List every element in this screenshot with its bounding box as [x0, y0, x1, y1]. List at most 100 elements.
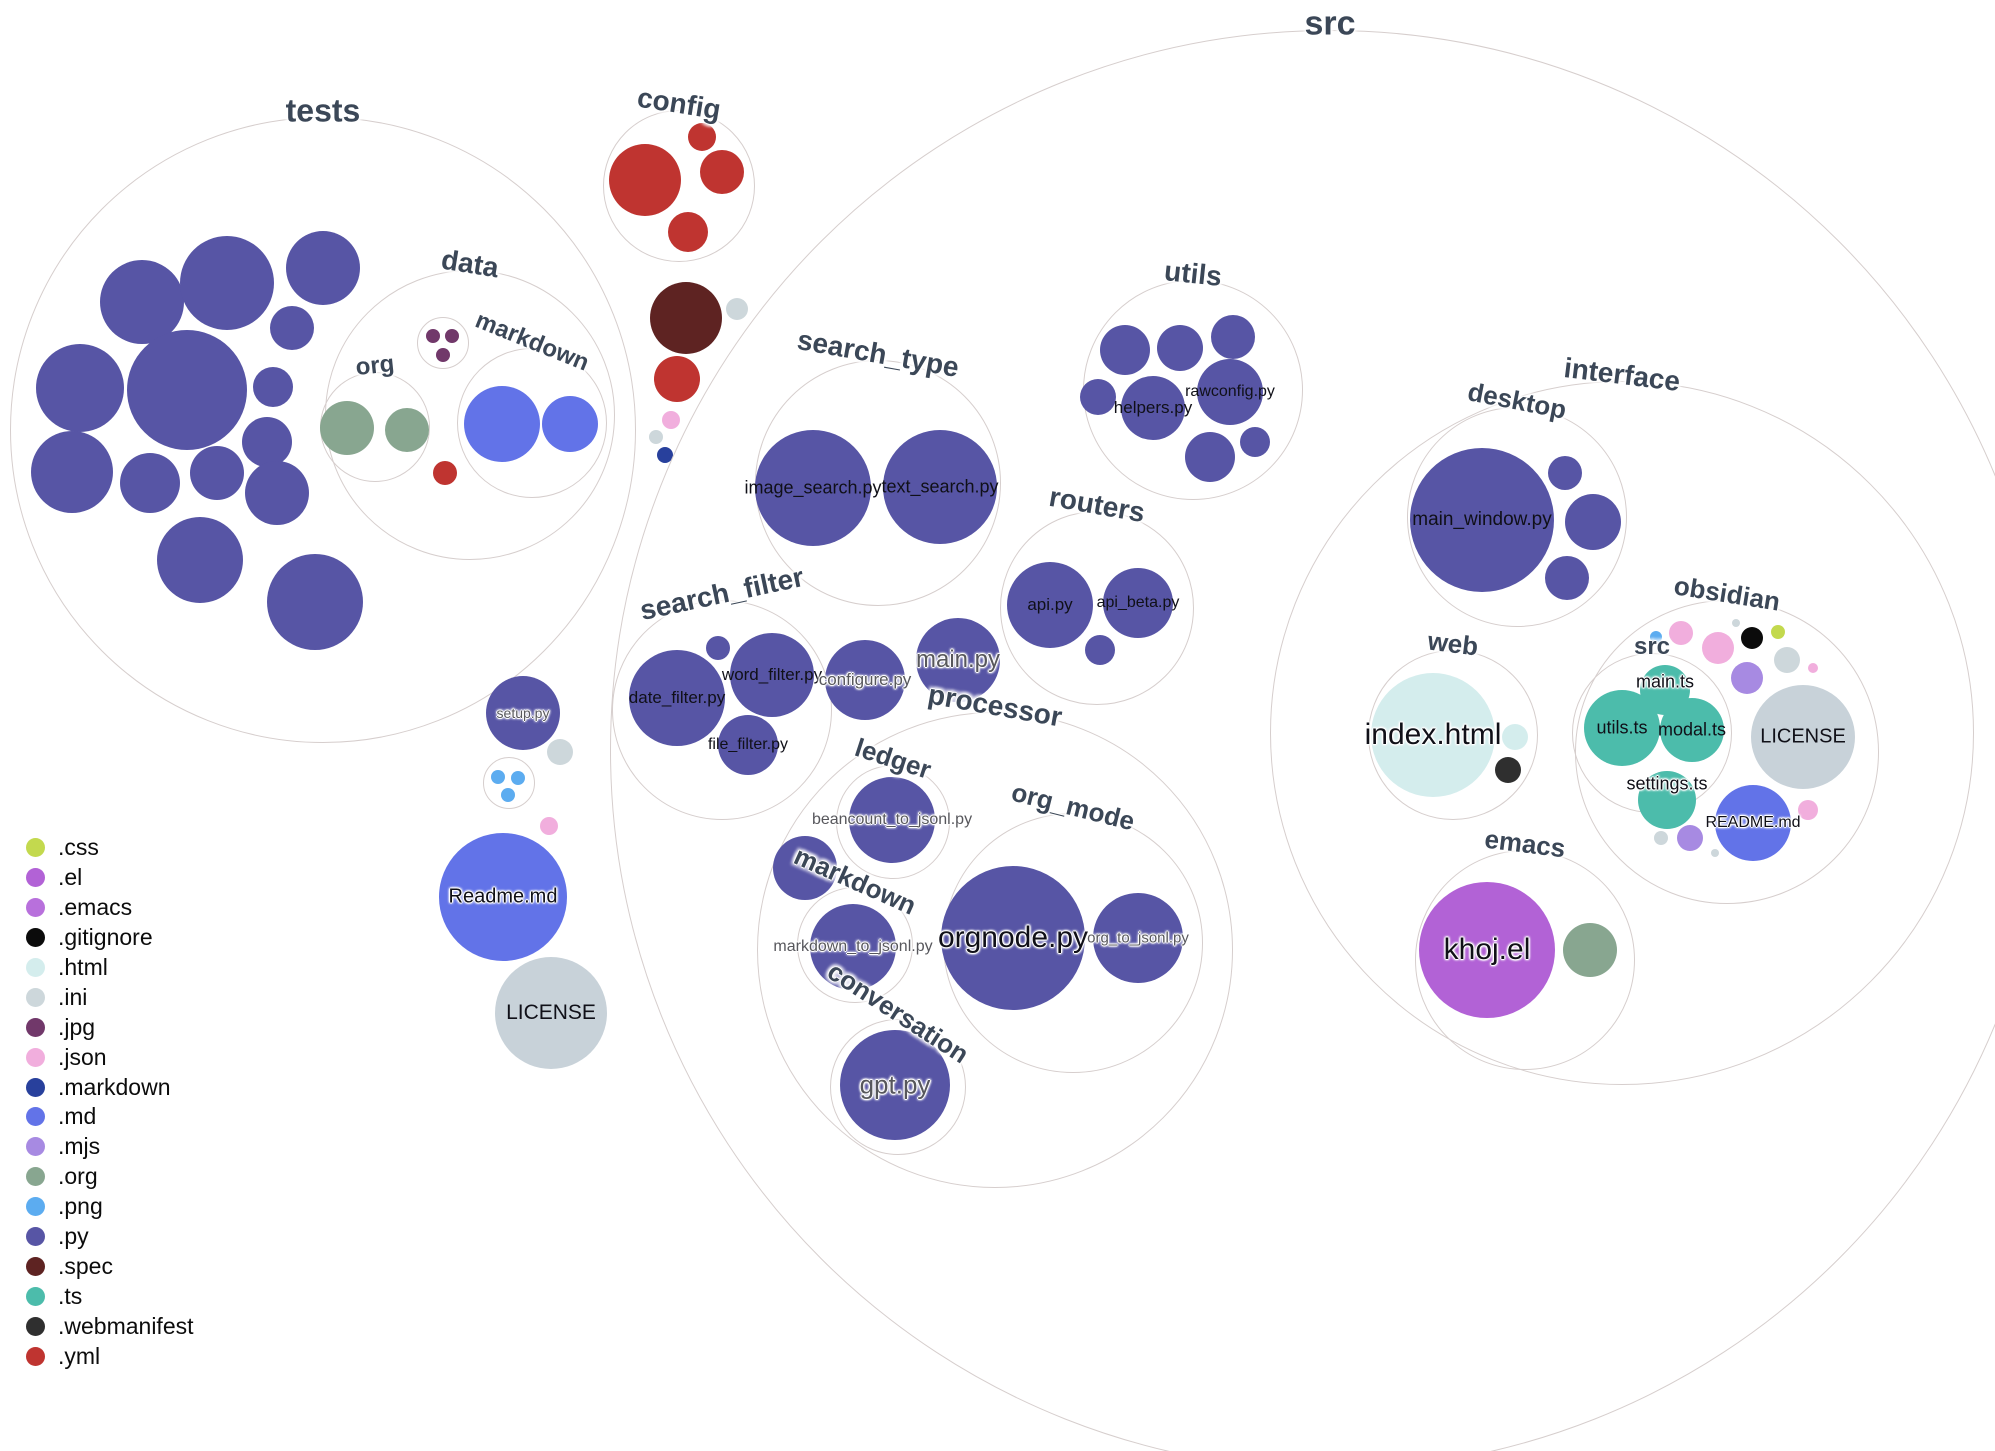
file-circle-root-ini-3[interactable] — [547, 739, 573, 765]
file-circle-data-md-1[interactable] — [464, 386, 540, 462]
file-circle-obsidian-css[interactable] — [1771, 625, 1785, 639]
file-circle-tests-py-3[interactable] — [286, 231, 360, 305]
file-circle-root-spec[interactable] — [650, 282, 722, 354]
file-circle-root-json-2[interactable] — [540, 817, 558, 835]
file-circle-desktop-py-3[interactable] — [1545, 556, 1589, 600]
file-circle-data-jpg-1[interactable] — [426, 329, 440, 343]
file-circle-settings.ts[interactable] — [1638, 771, 1696, 829]
dir-circle-tests[interactable] — [10, 117, 636, 743]
file-circle-obsidian-json-4[interactable] — [1798, 800, 1818, 820]
file-circle-obsidian-png-1[interactable] — [1650, 631, 1662, 643]
file-circle-obsidian-ini-4[interactable] — [1711, 849, 1719, 857]
file-circle-data-org-2[interactable] — [385, 408, 429, 452]
dir-circle-conversation[interactable] — [830, 1019, 966, 1155]
file-circle-obsidian-ini-1[interactable] — [1732, 619, 1740, 627]
file-circle-root-png-1[interactable] — [491, 770, 505, 784]
file-circle-tests-py-6[interactable] — [270, 306, 314, 350]
file-circle-tests-py-12[interactable] — [245, 461, 309, 525]
file-circle-utils-py-2[interactable] — [1157, 325, 1203, 371]
file-circle-api.py[interactable] — [1007, 562, 1093, 648]
file-circle-desktop-py-2[interactable] — [1565, 494, 1621, 550]
file-circle-api_beta.py[interactable] — [1103, 568, 1173, 638]
file-circle-rawconfig.py[interactable] — [1197, 359, 1263, 425]
file-circle-root-png-3[interactable] — [501, 788, 515, 802]
dir-circle-data-jpg-folder[interactable] — [417, 317, 469, 369]
dir-circle-processor-markdown[interactable] — [797, 887, 913, 1003]
dir-circle-config[interactable] — [603, 110, 755, 262]
file-circle-data-md-2[interactable] — [542, 396, 598, 452]
file-circle-utils-py-6[interactable] — [1240, 427, 1270, 457]
file-circle-modal.ts[interactable] — [1660, 698, 1724, 762]
file-circle-configure.py[interactable] — [825, 640, 905, 720]
dir-circle-emacs[interactable] — [1415, 850, 1635, 1070]
file-circle-org_to_jsonl.py[interactable] — [1093, 893, 1183, 983]
dir-circle-interface[interactable] — [1270, 381, 1974, 1085]
file-circle-root-markdown[interactable] — [657, 447, 673, 463]
file-circle-main_window.py[interactable] — [1410, 448, 1554, 592]
file-circle-processor-py-1[interactable] — [773, 836, 837, 900]
file-circle-obsidian-ini-3[interactable] — [1654, 831, 1668, 845]
file-circle-tests-py-11[interactable] — [190, 446, 244, 500]
file-circle-config-yml-2[interactable] — [688, 123, 716, 151]
dir-circle-data-markdown[interactable] — [457, 348, 607, 498]
dir-circle-search_filter[interactable] — [612, 600, 832, 820]
file-circle-web-html-1[interactable] — [1502, 724, 1528, 750]
file-circle-utils-py-5[interactable] — [1185, 432, 1235, 482]
file-circle-obsidian-mjs-2[interactable] — [1677, 825, 1703, 851]
file-circle-obsidian-gitignore[interactable] — [1741, 627, 1763, 649]
file-circle-root-png-2[interactable] — [511, 771, 525, 785]
file-circle-utils-py-3[interactable] — [1211, 315, 1255, 359]
file-circle-tests-py-14[interactable] — [267, 554, 363, 650]
file-circle-tests-py-2[interactable] — [180, 236, 274, 330]
file-circle-README.md-obsidian[interactable] — [1715, 785, 1791, 861]
file-circle-tests-py-7[interactable] — [253, 367, 293, 407]
file-circle-config-yml-3[interactable] — [700, 150, 744, 194]
file-circle-LICENSE-obsidian[interactable] — [1751, 685, 1855, 789]
file-circle-utils-py-1[interactable] — [1100, 325, 1150, 375]
file-circle-obsidian-mjs-1[interactable] — [1731, 662, 1763, 694]
file-circle-obsidian-json-1[interactable] — [1669, 621, 1693, 645]
file-circle-LICENSE-root[interactable] — [495, 957, 607, 1069]
dir-circle-src[interactable] — [610, 30, 1995, 1451]
file-circle-root-json-1[interactable] — [662, 411, 680, 429]
file-circle-gpt.py[interactable] — [840, 1030, 950, 1140]
file-circle-obsidian-json-3[interactable] — [1808, 663, 1818, 673]
file-circle-root-ini-1[interactable] — [726, 298, 748, 320]
file-circle-main.py[interactable] — [916, 618, 1000, 702]
file-circle-setup.py[interactable] — [486, 676, 560, 750]
file-circle-data-jpg-2[interactable] — [445, 329, 459, 343]
file-circle-tests-py-13[interactable] — [157, 517, 243, 603]
dir-circle-processor[interactable] — [757, 712, 1233, 1188]
dir-circle-routers[interactable] — [1000, 511, 1194, 705]
file-circle-tests-py-4[interactable] — [36, 344, 124, 432]
file-circle-tests-py-10[interactable] — [120, 453, 180, 513]
file-circle-tests-py-1[interactable] — [100, 260, 184, 344]
file-circle-index.html[interactable] — [1371, 673, 1495, 797]
file-circle-image_search.py[interactable] — [755, 430, 871, 546]
file-circle-root-ini-2[interactable] — [649, 430, 663, 444]
file-circle-tests-py-8[interactable] — [242, 417, 292, 467]
file-circle-tests-py-9[interactable] — [31, 431, 113, 513]
file-circle-config-yml-4[interactable] — [668, 212, 708, 252]
file-circle-helpers.py[interactable] — [1121, 376, 1185, 440]
file-circle-khoj.el[interactable] — [1419, 882, 1555, 1018]
file-circle-orgnode.py[interactable] — [941, 866, 1085, 1010]
dir-circle-web[interactable] — [1368, 650, 1538, 820]
file-circle-routers-py-1[interactable] — [1085, 635, 1115, 665]
dir-circle-desktop[interactable] — [1407, 407, 1627, 627]
file-circle-search_filter-py-1[interactable] — [706, 636, 730, 660]
file-circle-data-jpg-3[interactable] — [436, 348, 450, 362]
file-circle-utils-py-4[interactable] — [1080, 379, 1116, 415]
file-circle-utils.ts[interactable] — [1584, 690, 1660, 766]
file-circle-text_search.py[interactable] — [883, 430, 997, 544]
file-circle-data-org-1[interactable] — [320, 401, 374, 455]
file-circle-beancount_to_jsonl.py[interactable] — [849, 777, 935, 863]
file-circle-desktop-py-1[interactable] — [1548, 456, 1582, 490]
file-circle-config-yml-1[interactable] — [609, 144, 681, 216]
dir-circle-root-png-folder[interactable] — [483, 757, 535, 809]
file-circle-file_filter.py[interactable] — [718, 715, 778, 775]
file-circle-date_filter.py[interactable] — [629, 650, 725, 746]
file-circle-root-yml[interactable] — [654, 356, 700, 402]
file-circle-tests-py-5[interactable] — [127, 330, 247, 450]
file-circle-emacs-org-1[interactable] — [1563, 923, 1617, 977]
